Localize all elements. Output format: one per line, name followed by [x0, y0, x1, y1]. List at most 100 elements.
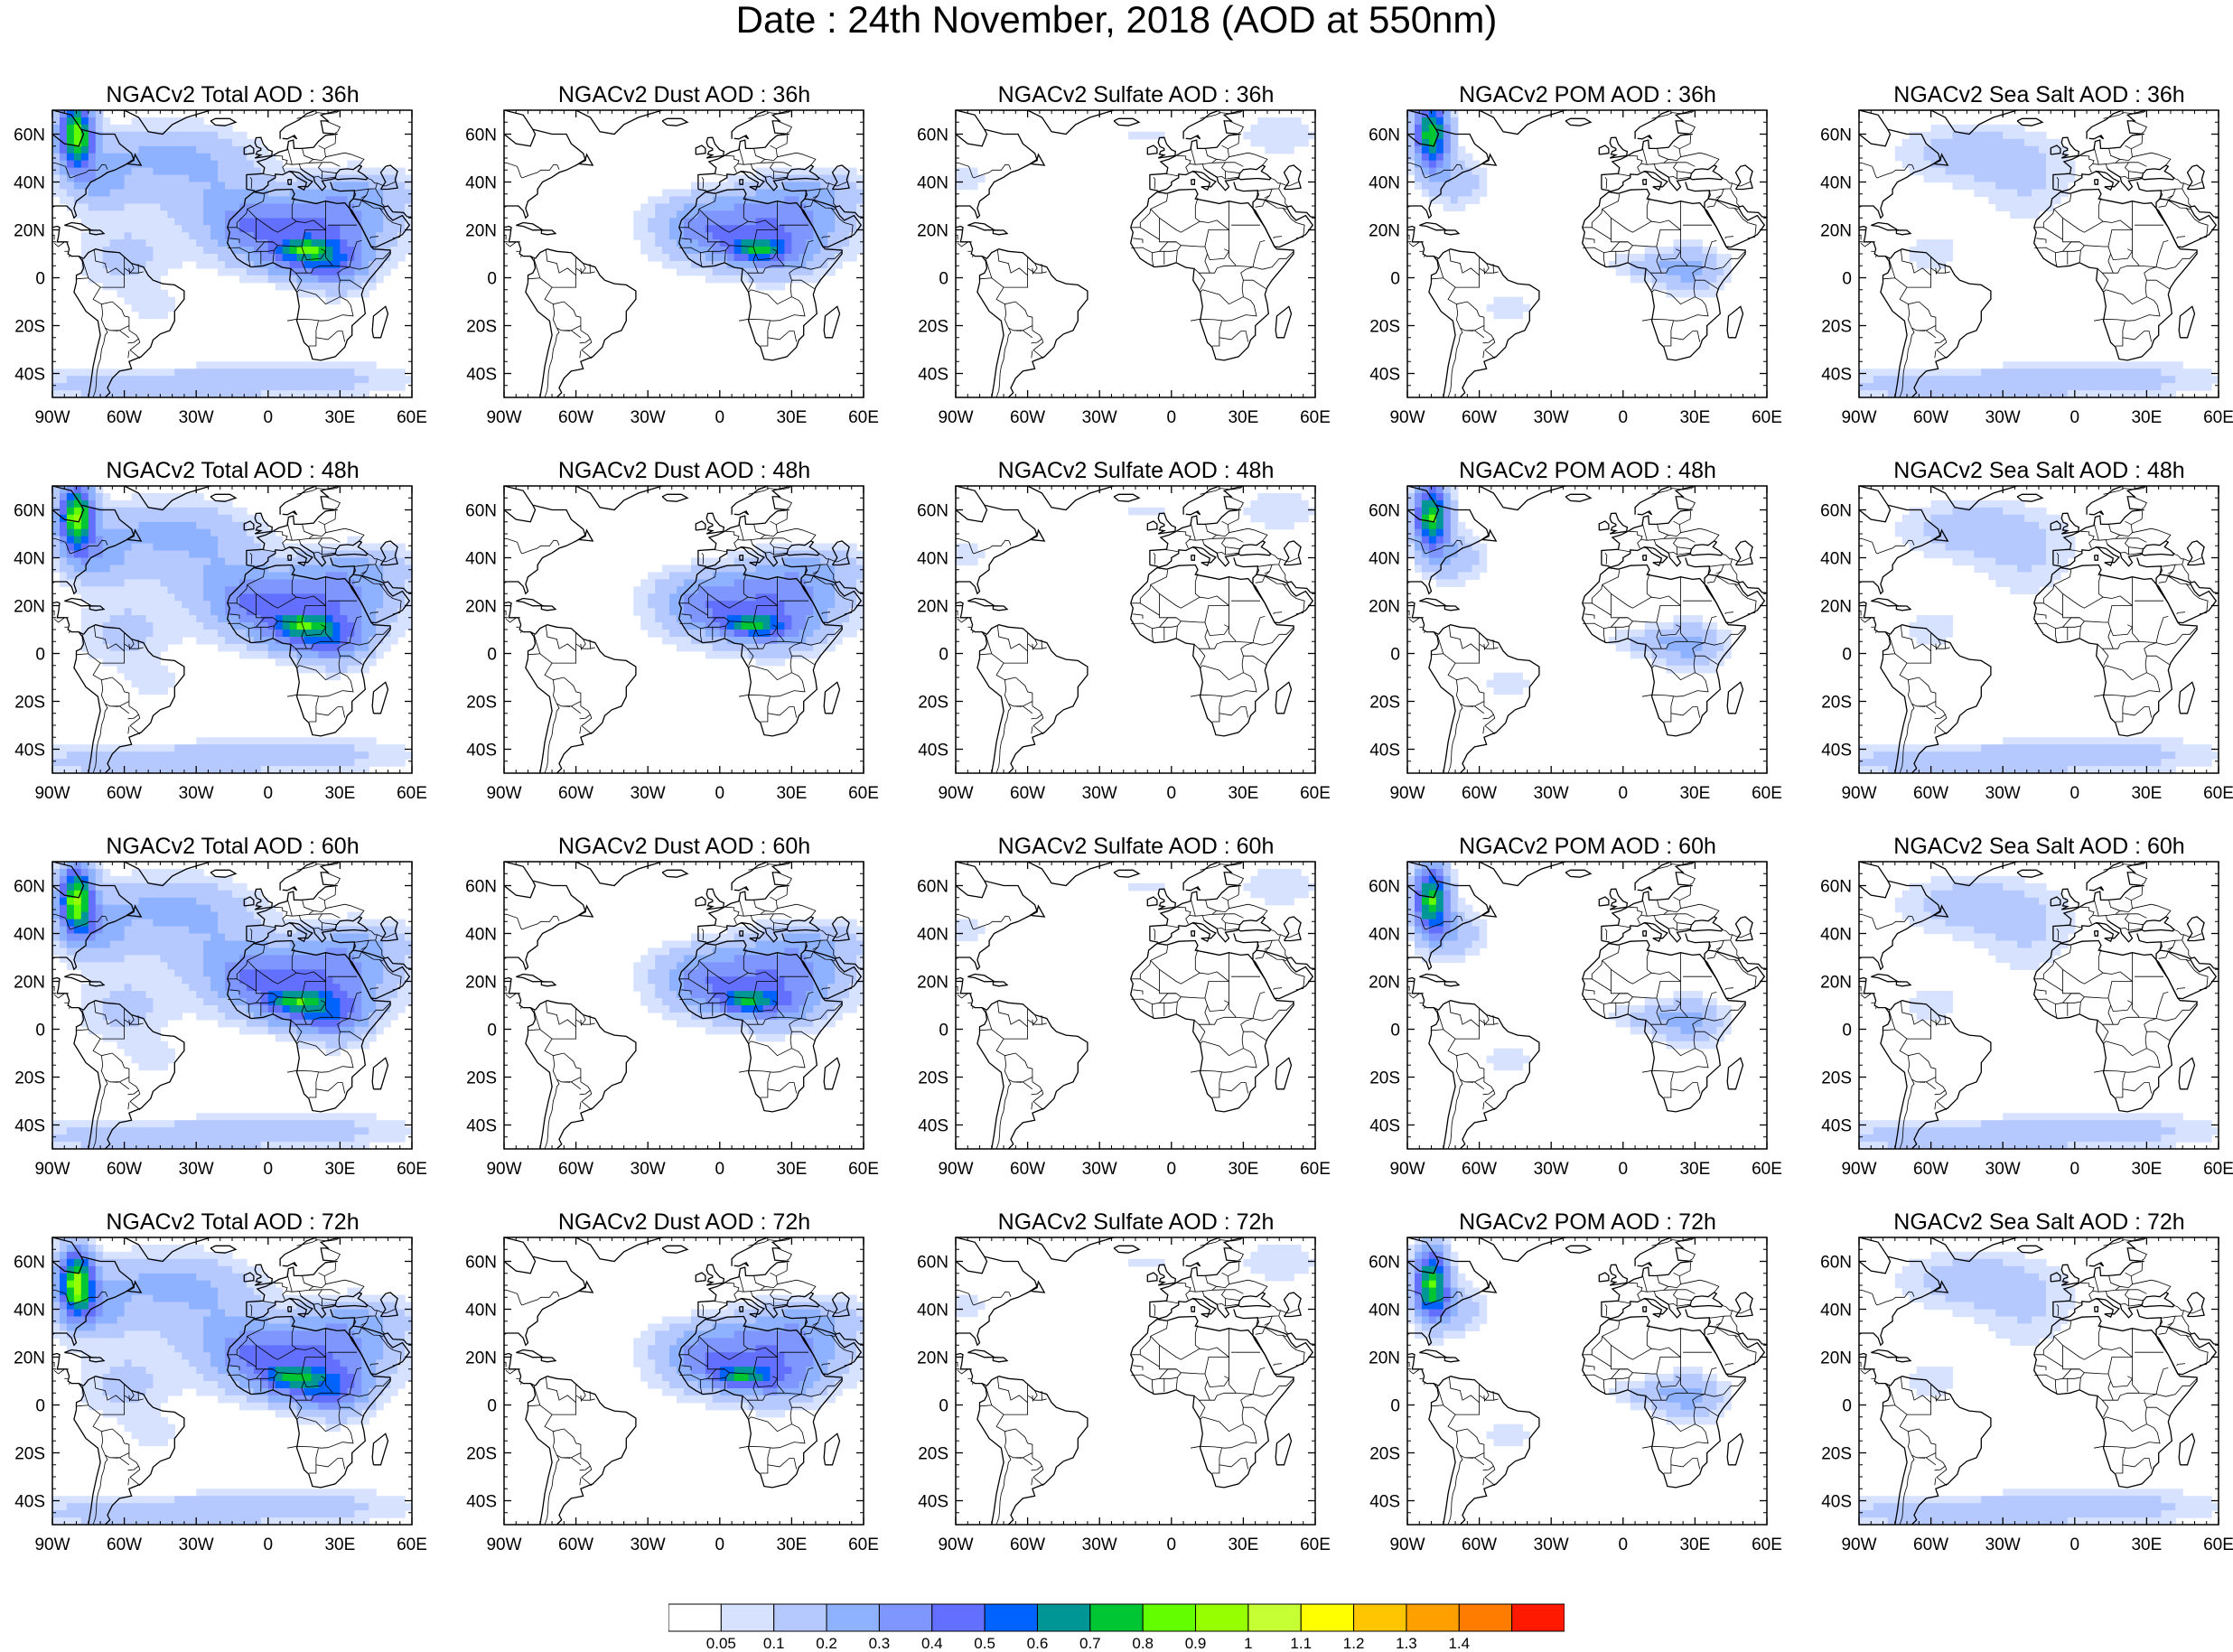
lat-tick-label: 20N	[1820, 1349, 1852, 1368]
lat-tick-label: 20N	[1369, 974, 1400, 993]
panel-title: NGACv2 Sea Salt AOD : 48h	[1893, 458, 2185, 483]
world-map-icon: 90W 60W 30W 0 30E 60E 60N 40N 20N 0 20S 40S	[1369, 485, 1782, 803]
lon-tick-label: 60E	[397, 408, 427, 427]
colorbar-swatch	[878, 1603, 933, 1632]
coastlines	[52, 862, 412, 1149]
lat-tick-label: 0	[487, 1022, 497, 1041]
lat-tick-label: 20S	[918, 1445, 948, 1464]
panel-title: NGACv2 Dust AOD : 72h	[557, 1209, 811, 1235]
lon-tick-label: 30W	[631, 408, 666, 427]
aod-field	[956, 486, 1315, 773]
world-map-icon: 90W 60W 30W 0 30E 60E 60N 40N 20N 0 20S 40S	[917, 485, 1331, 803]
map-panel-seasalt-36h: NGACv2 Sea Salt AOD : 36h 90W 60W 30W 0 30E 60…	[1807, 81, 2233, 461]
coastlines	[1407, 1237, 1767, 1525]
lon-tick-label: 0	[2070, 408, 2080, 427]
coastlines	[956, 486, 1315, 773]
lat-tick-label: 40N	[14, 174, 45, 193]
lat-tick-label: 60N	[1820, 1254, 1852, 1273]
colorbar-label: 0.4	[921, 1635, 943, 1652]
lon-tick-label: 90W	[938, 784, 973, 803]
lat-tick-label: 60N	[1820, 502, 1852, 521]
lat-tick-label: 20S	[1821, 1445, 1852, 1464]
lat-tick-label: 20S	[918, 694, 948, 713]
lon-tick-label: 90W	[1841, 1160, 1876, 1179]
lat-tick-label: 20S	[14, 1069, 45, 1088]
lon-tick-label: 60E	[1300, 1160, 1331, 1179]
panel-title: NGACv2 Sulfate AOD : 48h	[997, 458, 1275, 483]
lat-tick-label: 60N	[1369, 502, 1400, 521]
world-map-icon: 90W 60W 30W 0 30E 60E 60N 40N 20N 0 20S 40S	[917, 109, 1331, 427]
lon-tick-label: 90W	[34, 1160, 70, 1179]
lat-tick-label: 40N	[14, 550, 45, 569]
lon-tick-label: 90W	[1841, 1535, 1876, 1554]
lon-tick-label: 90W	[1389, 784, 1425, 803]
figure-title: Date : 24th November, 2018 (AOD at 550nm…	[735, 0, 1498, 41]
axes: 90W 60W 30W 0 30E 60E 60N 40N 20N 0 20S 40S	[465, 110, 879, 427]
lon-tick-label: 0	[1619, 1160, 1629, 1179]
axes: 90W 60W 30W 0 30E 60E 60N 40N 20N 0 20S 40S	[465, 1237, 879, 1554]
colorbar-swatch	[720, 1603, 775, 1632]
lon-tick-label: 60W	[107, 1160, 142, 1179]
lat-tick-label: 40N	[465, 1302, 497, 1321]
colorbar-label: 0.9	[1185, 1635, 1207, 1652]
lat-tick-label: 60N	[1369, 878, 1400, 897]
lon-tick-label: 90W	[938, 1160, 973, 1179]
aod-field	[504, 110, 864, 397]
lat-tick-label: 40S	[14, 366, 45, 385]
lat-tick-label: 0	[939, 1397, 948, 1416]
lon-tick-label: 60E	[848, 1160, 879, 1179]
axes: 90W 60W 30W 0 30E 60E 60N 40N 20N 0 20S 40S	[14, 1237, 427, 1554]
lon-tick-label: 30W	[1082, 1160, 1117, 1179]
lon-tick-label: 60E	[1752, 784, 1782, 803]
world-map-icon: 90W 60W 30W 0 30E 60E 60N 40N 20N 0 20S 40S	[1820, 109, 2233, 427]
colorbar-swatch	[984, 1603, 1038, 1632]
lat-tick-label: 60N	[1820, 126, 1852, 145]
lat-tick-label: 20S	[14, 1445, 45, 1464]
lon-tick-label: 60W	[1462, 408, 1497, 427]
map-panel-pom-48h: NGACv2 POM AOD : 48h 90W 60W 30W 0 30E 60E 60N 4…	[1355, 457, 1806, 836]
lon-tick-label: 90W	[938, 1535, 973, 1554]
lon-tick-label: 30W	[1985, 1160, 2021, 1179]
axes: 90W 60W 30W 0 30E 60E 60N 40N 20N 0 20S 40S	[1820, 862, 2233, 1179]
lat-tick-label: 0	[1842, 270, 1852, 289]
lon-tick-label: 60E	[1300, 784, 1331, 803]
lon-tick-label: 60W	[558, 408, 593, 427]
colorbar-swatch	[1142, 1603, 1197, 1632]
lat-tick-label: 0	[1842, 1022, 1852, 1041]
lat-tick-label: 20S	[466, 1445, 497, 1464]
lat-tick-label: 0	[35, 270, 45, 289]
lat-tick-label: 20N	[14, 222, 45, 241]
coastlines	[1859, 1237, 2219, 1525]
panel-title: NGACv2 Sea Salt AOD : 72h	[1893, 1209, 2185, 1235]
lat-tick-label: 40N	[917, 174, 948, 193]
axes: 90W 60W 30W 0 30E 60E 60N 40N 20N 0 20S 40S	[1820, 1237, 2233, 1554]
coastlines	[1407, 110, 1767, 397]
lat-tick-label: 0	[487, 646, 497, 665]
lon-tick-label: 30E	[776, 784, 807, 803]
lat-tick-label: 20S	[1369, 318, 1400, 337]
axes: 90W 60W 30W 0 30E 60E 60N 40N 20N 0 20S 40S	[14, 110, 427, 427]
lon-tick-label: 60W	[558, 1160, 593, 1179]
aod-field	[52, 486, 412, 773]
lat-tick-label: 40N	[14, 926, 45, 945]
lon-tick-label: 30E	[1228, 784, 1258, 803]
lat-tick-label: 60N	[14, 878, 45, 897]
lat-tick-label: 40S	[466, 1493, 497, 1512]
axes: 90W 60W 30W 0 30E 60E 60N 40N 20N 0 20S 40S	[917, 1237, 1331, 1554]
map-panel-seasalt-72h: NGACv2 Sea Salt AOD : 72h 90W 60W 30W 0 30E 60…	[1807, 1209, 2233, 1588]
panel-title: NGACv2 POM AOD : 72h	[1459, 1209, 1716, 1235]
lon-tick-label: 0	[1167, 1160, 1177, 1179]
lon-tick-label: 30E	[2131, 1535, 2162, 1554]
aod-field	[1859, 1237, 2219, 1525]
lon-tick-label: 30E	[2131, 784, 2162, 803]
lat-tick-label: 40S	[918, 1493, 948, 1512]
panel-title: NGACv2 Sea Salt AOD : 60h	[1893, 834, 2185, 859]
lon-tick-label: 60W	[1913, 408, 1948, 427]
aod-field	[504, 862, 864, 1149]
colorbar-label: 1.3	[1396, 1635, 1417, 1652]
lat-tick-label: 0	[1842, 1397, 1852, 1416]
lon-tick-label: 60W	[1462, 1535, 1497, 1554]
colorbar-swatch	[1353, 1603, 1407, 1632]
world-map-icon: 90W 60W 30W 0 30E 60E 60N 40N 20N 0 20S 40S	[1820, 861, 2233, 1179]
lon-tick-label: 60E	[848, 784, 879, 803]
